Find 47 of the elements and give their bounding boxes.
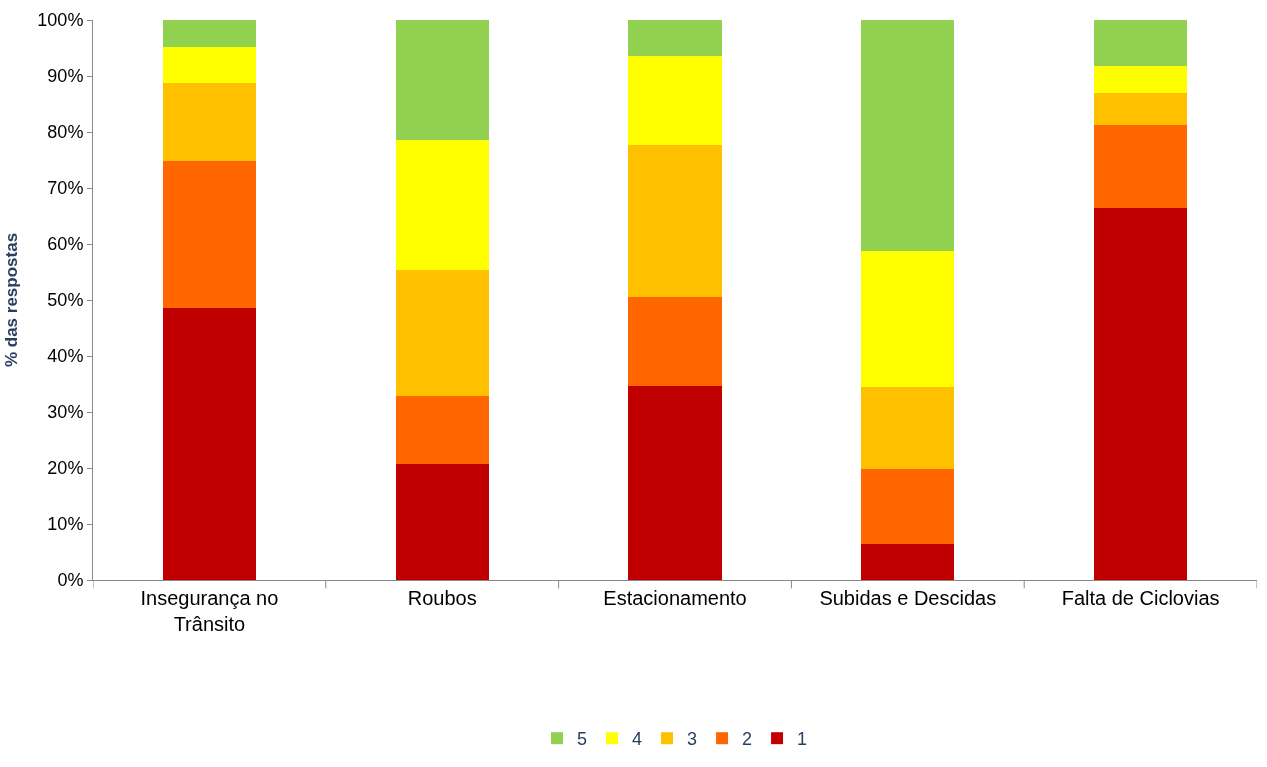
x-tick-label: Insegurança no Trânsito	[140, 587, 279, 635]
bar	[1094, 20, 1188, 67]
bar	[395, 20, 489, 140]
y-tick-label: 90%	[47, 66, 84, 87]
y-axis-title: % das respostas	[1, 232, 21, 368]
bar	[162, 160, 256, 308]
bar	[861, 250, 955, 387]
legend-label: 2	[742, 729, 753, 750]
x-tick-label: Roubos	[407, 587, 477, 609]
bar	[395, 464, 489, 580]
bar	[395, 139, 489, 271]
y-tick-label: 80%	[47, 122, 84, 143]
y-tick-label: 60%	[47, 234, 84, 255]
bar	[628, 20, 722, 57]
bar	[1094, 66, 1188, 94]
bar	[861, 386, 955, 470]
bar	[395, 395, 489, 465]
y-tick-label: 30%	[47, 402, 84, 423]
bar	[162, 307, 256, 580]
x-tick-label: Falta de Ciclovias	[1061, 587, 1220, 609]
legend-label: 1	[797, 729, 808, 750]
bar	[628, 145, 722, 298]
y-tick-label: 10%	[47, 514, 84, 535]
bar	[861, 20, 955, 251]
bar	[1094, 93, 1188, 125]
bar	[162, 83, 256, 161]
legend-label: 5	[577, 729, 588, 750]
bar	[628, 56, 722, 146]
x-tick-label: Estacionamento	[603, 587, 747, 609]
bar	[162, 46, 256, 84]
bar	[628, 297, 722, 387]
bar	[162, 20, 256, 47]
y-tick-label: 20%	[47, 458, 84, 479]
y-tick-label: 40%	[47, 346, 84, 367]
bar	[1094, 124, 1188, 209]
bar	[628, 386, 722, 580]
y-tick-label: 100%	[37, 10, 84, 31]
bar	[861, 469, 955, 544]
bar	[1094, 208, 1188, 580]
legend-label: 3	[687, 729, 698, 750]
legend-label: 4	[632, 729, 643, 750]
y-tick-label: 70%	[47, 178, 84, 199]
bar	[395, 270, 489, 396]
x-tick-label: Subidas e Descidas	[819, 587, 997, 609]
y-tick-label: 50%	[47, 290, 84, 311]
bar	[861, 543, 955, 580]
y-tick-label: 0%	[57, 570, 84, 591]
